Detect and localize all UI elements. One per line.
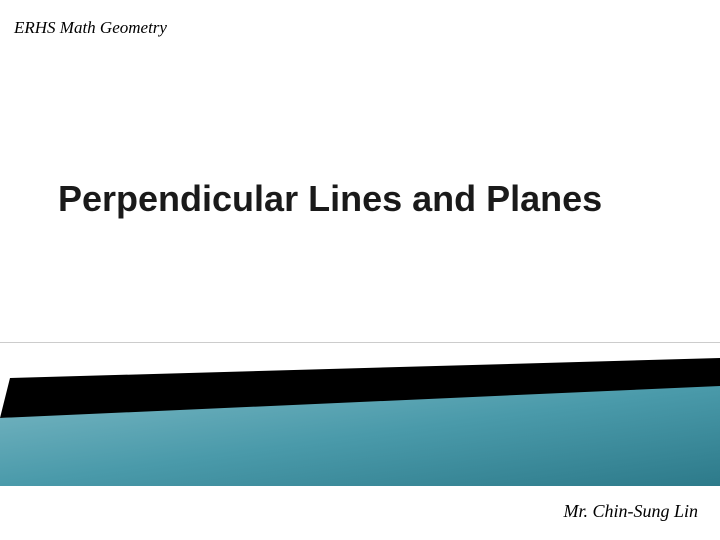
author-footer: Mr. Chin-Sung Lin bbox=[563, 501, 698, 522]
decorative-banner bbox=[0, 358, 720, 488]
slide-title: Perpendicular Lines and Planes bbox=[58, 178, 602, 220]
horizontal-divider bbox=[0, 342, 720, 343]
course-header: ERHS Math Geometry bbox=[14, 18, 167, 38]
